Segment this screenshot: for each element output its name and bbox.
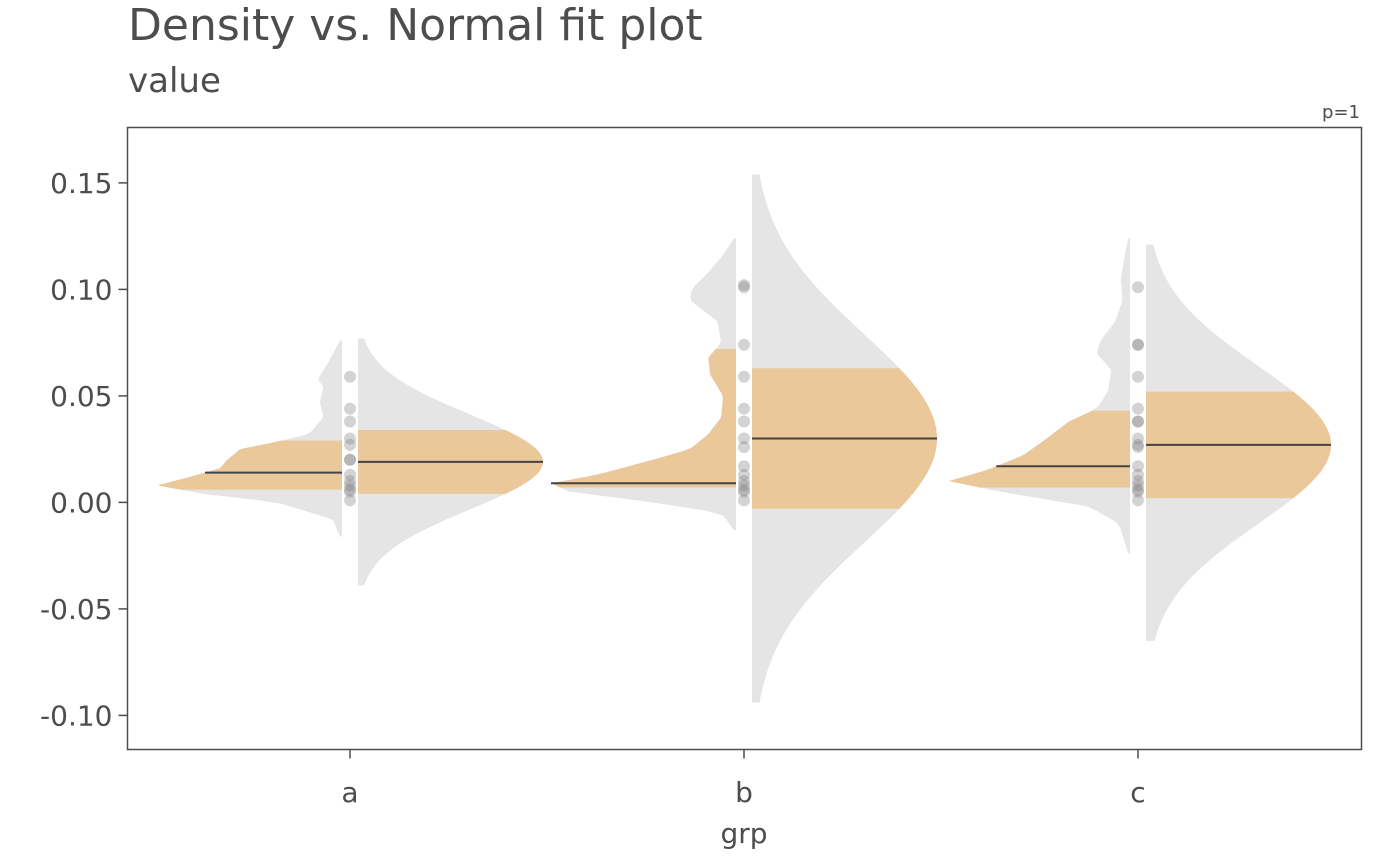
data-point-c-13 (1132, 479, 1144, 492)
data-point-c-0 (1132, 281, 1144, 294)
data-point-a-4 (344, 438, 356, 451)
data-point-c-1 (1132, 338, 1144, 351)
data-point-c-11 (1132, 468, 1144, 481)
data-point-b-5 (738, 415, 750, 428)
chart-subtitle: value (128, 61, 221, 101)
density-violin-c (952, 238, 1130, 554)
y-tick-label-0: 0.15 (50, 167, 112, 200)
data-point-b-9 (738, 468, 750, 481)
data-point-c-14 (1132, 483, 1144, 496)
data-point-b-4 (738, 402, 750, 415)
data-point-c-16 (1132, 494, 1144, 507)
data-point-b-7 (738, 441, 750, 454)
data-point-c-9 (1132, 441, 1144, 454)
density-iqr-c (948, 410, 1130, 488)
data-point-a-7 (344, 468, 356, 481)
data-point-c-4 (1132, 402, 1144, 415)
p-value-annotation: p=1 (1322, 102, 1360, 123)
data-point-b-0 (738, 279, 750, 292)
data-point-c-12 (1132, 475, 1144, 488)
density-violin-a (161, 340, 342, 537)
y-tick-label-1: 0.10 (50, 273, 112, 306)
x-axis-label: grp (720, 817, 767, 850)
x-tick-label-a: a (341, 776, 358, 809)
data-point-b-3 (738, 370, 750, 383)
data-point-b-6 (738, 432, 750, 445)
data-point-a-1 (344, 402, 356, 415)
data-point-a-9 (344, 479, 356, 492)
data-point-a-12 (344, 494, 356, 507)
data-point-b-10 (738, 475, 750, 488)
data-point-b-8 (738, 460, 750, 473)
data-point-a-0 (344, 370, 356, 383)
data-point-a-5 (344, 453, 356, 466)
data-point-b-11 (738, 479, 750, 492)
data-point-b-12 (738, 483, 750, 496)
data-point-c-8 (1132, 438, 1144, 451)
data-point-b-14 (738, 494, 750, 507)
data-point-c-5 (1132, 415, 1144, 428)
data-point-c-3 (1132, 370, 1144, 383)
data-point-c-2 (1132, 338, 1144, 351)
data-point-b-13 (738, 485, 750, 498)
data-point-c-10 (1132, 460, 1144, 473)
density-iqr-a (157, 440, 342, 490)
y-tick-label-2: 0.05 (50, 380, 112, 413)
data-point-a-8 (344, 475, 356, 488)
density-iqr-b (552, 349, 736, 488)
x-tick-label-b: b (735, 776, 753, 809)
data-point-b-1 (738, 281, 750, 294)
chart-title: Density vs. Normal fit plot (128, 0, 703, 51)
y-tick-label-5: -0.10 (40, 699, 112, 732)
data-point-c-6 (1132, 415, 1144, 428)
y-tick-label-3: 0.00 (50, 486, 112, 519)
data-point-a-6 (344, 453, 356, 466)
data-point-a-11 (344, 485, 356, 498)
data-point-b-2 (738, 338, 750, 351)
data-point-a-2 (344, 415, 356, 428)
data-point-c-7 (1132, 432, 1144, 445)
x-tick-label-c: c (1130, 776, 1145, 809)
data-point-a-10 (344, 483, 356, 496)
data-point-a-3 (344, 432, 356, 445)
data-point-c-15 (1132, 485, 1144, 498)
y-tick-label-4: -0.05 (40, 593, 112, 626)
